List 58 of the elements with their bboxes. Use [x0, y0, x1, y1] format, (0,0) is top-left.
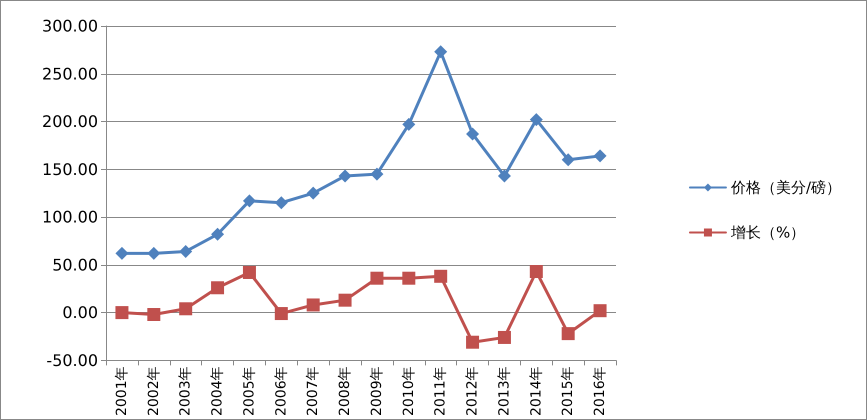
x-tick-label: 2013年: [496, 366, 512, 416]
point: [115, 246, 128, 260]
point: [434, 270, 448, 283]
point: [370, 168, 384, 181]
legend-label: 增长（%）: [730, 224, 806, 242]
point: [242, 266, 256, 279]
x-tick-label: 2002年: [146, 366, 162, 416]
point: [147, 308, 160, 322]
point: [338, 169, 352, 182]
x-tick-label: 2005年: [241, 366, 258, 416]
x-tick-label: 2007年: [305, 366, 322, 416]
x-tick-label: 2014年: [528, 366, 544, 416]
x-tick-label: 2015年: [560, 366, 576, 416]
point: [274, 196, 288, 210]
x-tick-label: 2003年: [178, 366, 194, 416]
x-tick-label: 2010年: [400, 366, 417, 416]
point: [594, 304, 607, 318]
point: [242, 194, 256, 208]
legend-label: 价格（美分/磅）: [730, 178, 842, 196]
x-tick-label: 2008年: [337, 366, 354, 416]
y-tick-label: 200.00: [42, 112, 98, 132]
x-tick-label: 2001年: [114, 366, 130, 416]
point: [402, 118, 416, 131]
y-tick-label: 50.00: [52, 255, 98, 274]
point: [530, 113, 543, 126]
point: [211, 228, 224, 241]
point: [498, 169, 511, 182]
y-tick-label: 150.00: [42, 160, 98, 179]
point: [434, 45, 448, 58]
x-tick-label: 2004年: [210, 366, 226, 416]
x-tick-label: 2012年: [464, 366, 481, 416]
x-tick-label: 2009年: [368, 366, 385, 416]
point: [179, 302, 192, 316]
point: [466, 127, 480, 140]
point: [594, 149, 607, 162]
point: [402, 272, 416, 285]
point: [115, 306, 128, 320]
point: [530, 265, 543, 278]
point: [306, 298, 320, 312]
point: [306, 186, 320, 200]
point: [498, 330, 511, 344]
y-tick-label: 250.00: [42, 64, 98, 84]
x-tick-label: 2006年: [273, 366, 290, 416]
y-tick-label: 300.00: [42, 16, 98, 36]
point: [179, 244, 192, 258]
x-tick-label: 2011年: [432, 366, 449, 416]
point: [562, 327, 575, 340]
point: [274, 307, 288, 320]
point: [562, 153, 575, 166]
y-tick-label: 100.00: [42, 208, 98, 227]
y-tick-label: 0.00: [62, 303, 98, 322]
point: [466, 336, 480, 349]
x-tick-label: 2016年: [592, 366, 608, 416]
point: [370, 272, 384, 285]
point: [147, 246, 160, 260]
point: [338, 294, 352, 307]
y-tick-label: -50.00: [46, 350, 98, 370]
point: [211, 281, 224, 294]
